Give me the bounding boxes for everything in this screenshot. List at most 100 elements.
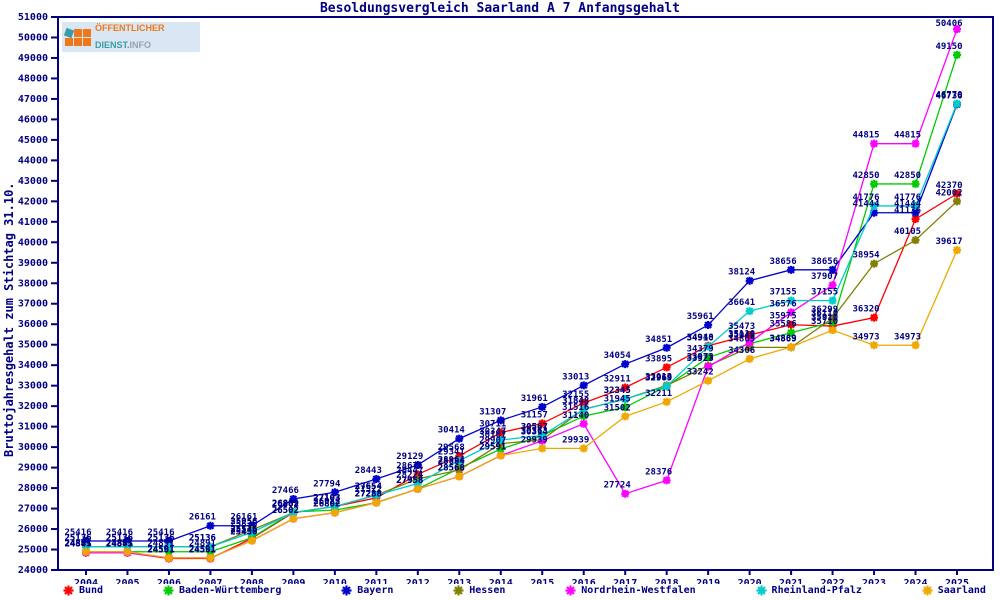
data-point-marker xyxy=(787,328,796,337)
data-point-label: 27654 xyxy=(355,482,383,492)
data-point-marker xyxy=(828,314,837,323)
data-point-label: 25576 xyxy=(230,525,257,535)
series-line xyxy=(86,193,958,560)
data-point-marker xyxy=(787,265,796,274)
data-point-label: 37155 xyxy=(811,288,838,298)
data-point-label: 30567 xyxy=(521,422,548,432)
data-point-marker xyxy=(496,436,505,445)
data-point-label: 32969 xyxy=(645,373,672,383)
data-point-marker xyxy=(704,342,713,351)
data-point-label: 42370 xyxy=(935,181,962,191)
data-point-label: 35110 xyxy=(728,329,755,339)
data-point-label: 32211 xyxy=(645,389,672,399)
data-point-marker xyxy=(787,320,796,329)
data-point-label: 27103 xyxy=(313,493,340,503)
data-point-label: 25436 xyxy=(230,528,257,538)
data-point-marker xyxy=(372,491,381,500)
y-tick-label: 49000 xyxy=(18,53,48,64)
data-point-marker xyxy=(247,521,256,530)
legend-label: Saarland xyxy=(937,585,986,596)
data-point-label: 49150 xyxy=(935,42,962,52)
data-point-marker xyxy=(496,445,505,454)
x-tick-label: 2004 xyxy=(74,578,98,584)
legend-item-Bayern: Bayern xyxy=(340,584,393,597)
legend-marker-icon xyxy=(163,585,174,596)
data-point-label: 36320 xyxy=(853,305,880,315)
data-point-label: 24845 xyxy=(64,540,91,550)
x-tick-label: 2006 xyxy=(157,578,181,584)
data-point-marker xyxy=(953,197,961,206)
data-point-marker xyxy=(413,479,422,488)
data-point-marker xyxy=(579,444,588,453)
data-point-label: 29568 xyxy=(438,443,465,453)
data-point-label: 28568 xyxy=(438,463,465,473)
data-point-label: 36641 xyxy=(728,298,755,308)
data-point-label: 26502 xyxy=(272,506,299,516)
data-point-label: 27522 xyxy=(355,485,382,495)
data-point-label: 31502 xyxy=(604,403,631,413)
data-point-label: 31307 xyxy=(479,407,506,417)
data-point-label: 28568 xyxy=(438,463,465,473)
data-point-marker xyxy=(911,215,920,224)
data-point-label: 26502 xyxy=(272,506,299,516)
data-point-marker xyxy=(206,542,215,551)
data-point-label: 24891 xyxy=(189,539,216,549)
data-point-label: 39617 xyxy=(935,237,962,247)
data-point-marker xyxy=(870,259,879,268)
data-point-marker xyxy=(413,470,422,479)
x-tick-label: 2017 xyxy=(613,578,637,584)
data-point-label: 25136 xyxy=(189,534,216,544)
data-point-label: 42002 xyxy=(935,188,962,198)
y-tick-label: 48000 xyxy=(18,73,48,84)
data-point-label: 46736 xyxy=(935,91,962,101)
data-point-marker xyxy=(745,354,754,363)
data-point-label: 34973 xyxy=(853,332,880,342)
data-point-label: 44815 xyxy=(853,131,880,141)
data-point-label: 33242 xyxy=(687,368,714,378)
data-point-label: 33923 xyxy=(687,354,714,364)
legend-marker-icon xyxy=(341,585,352,596)
data-point-marker xyxy=(621,360,630,369)
data-point-marker xyxy=(330,502,339,511)
data-point-marker xyxy=(579,412,588,421)
x-tick-label: 2007 xyxy=(198,578,222,584)
y-tick-label: 47000 xyxy=(18,94,48,105)
data-point-label: 29129 xyxy=(396,452,423,462)
data-point-marker xyxy=(413,474,422,483)
data-point-marker xyxy=(870,313,879,322)
data-point-marker xyxy=(455,434,464,443)
data-point-marker xyxy=(662,382,671,391)
data-point-label: 41776 xyxy=(853,193,880,203)
y-tick-label: 46000 xyxy=(18,114,48,125)
data-point-label: 28884 xyxy=(438,457,466,467)
data-point-label: 25136 xyxy=(64,534,91,544)
data-point-label: 25136 xyxy=(147,534,174,544)
x-tick-label: 2020 xyxy=(738,578,762,584)
data-point-label: 34889 xyxy=(770,334,797,344)
oeffentlicher-dienst-logo[interactable]: ÖFFENTLICHER DIENST.INFO xyxy=(62,22,200,52)
y-tick-label: 35000 xyxy=(18,340,48,351)
data-point-marker xyxy=(289,514,298,523)
x-tick-label: 2016 xyxy=(572,578,596,584)
data-point-marker xyxy=(372,475,381,484)
y-tick-label: 40000 xyxy=(18,237,48,248)
data-point-label: 46770 xyxy=(935,91,962,101)
data-point-marker xyxy=(828,326,837,335)
data-point-label: 28671 xyxy=(396,461,423,471)
data-point-label: 35048 xyxy=(728,331,755,341)
data-point-label: 25956 xyxy=(230,517,257,527)
x-tick-label: 2019 xyxy=(696,578,720,584)
data-point-marker xyxy=(538,419,547,428)
data-point-label: 29939 xyxy=(521,435,548,445)
data-point-label: 38124 xyxy=(728,268,756,278)
x-tick-label: 2014 xyxy=(489,578,513,584)
data-point-label: 27466 xyxy=(272,486,299,496)
data-point-marker xyxy=(538,444,547,453)
data-point-label: 26802 xyxy=(272,500,299,510)
data-point-marker xyxy=(662,476,671,485)
data-point-marker xyxy=(662,343,671,352)
data-point-label: 24845 xyxy=(64,540,91,550)
data-point-marker xyxy=(745,331,754,340)
